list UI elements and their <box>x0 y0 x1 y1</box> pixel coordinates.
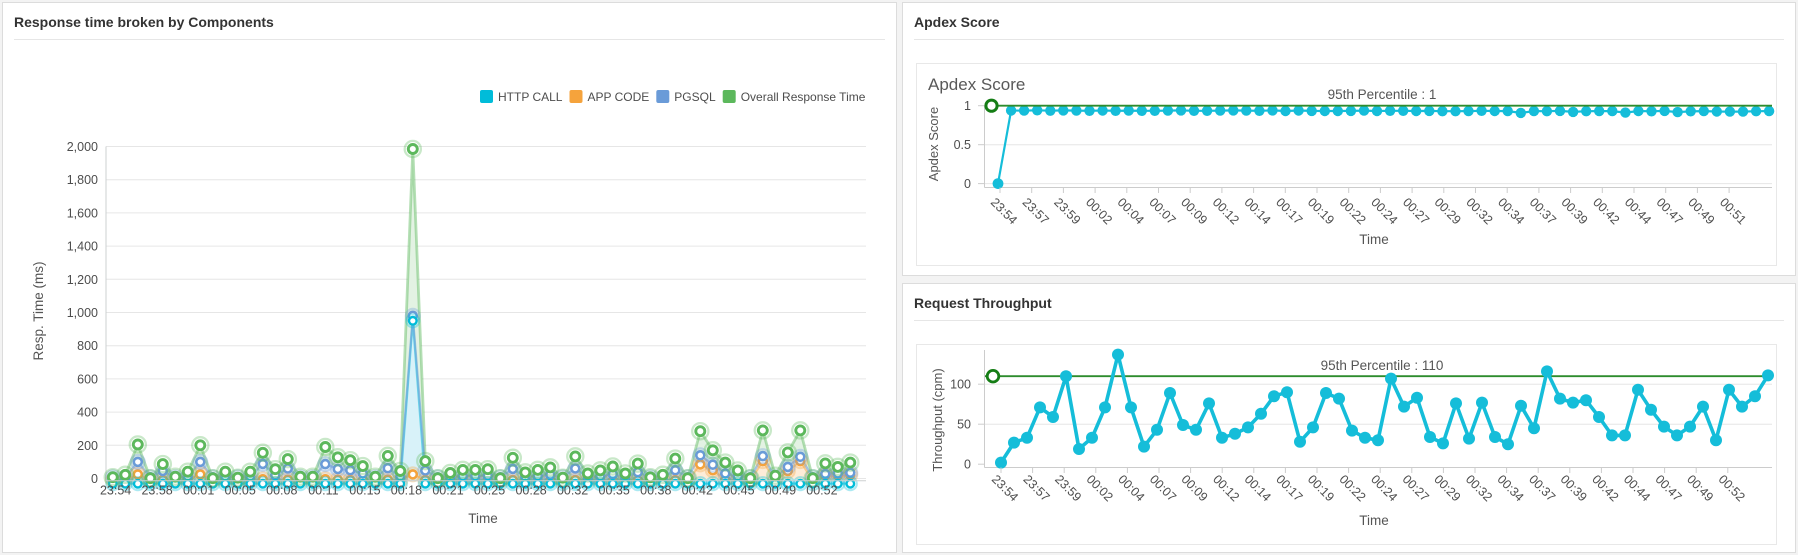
svg-text:100: 100 <box>950 378 971 392</box>
svg-text:Resp. Time (ms): Resp. Time (ms) <box>31 261 46 360</box>
svg-text:00:25: 00:25 <box>474 484 505 498</box>
svg-text:00:35: 00:35 <box>599 484 630 498</box>
svg-text:0: 0 <box>964 177 971 191</box>
svg-text:600: 600 <box>77 372 98 386</box>
svg-text:00:05: 00:05 <box>225 484 256 498</box>
svg-text:0.5: 0.5 <box>954 138 971 152</box>
svg-text:00:15: 00:15 <box>349 484 380 498</box>
svg-text:Time: Time <box>1359 232 1389 247</box>
svg-text:95th Percentile : 1: 95th Percentile : 1 <box>1328 87 1437 102</box>
svg-text:Apdex Score: Apdex Score <box>928 75 1025 94</box>
svg-text:00:45: 00:45 <box>723 484 754 498</box>
svg-text:00:01: 00:01 <box>183 484 214 498</box>
svg-text:0: 0 <box>964 458 971 472</box>
svg-text:00:28: 00:28 <box>515 484 546 498</box>
svg-text:Throughput (cpm): Throughput (cpm) <box>930 368 945 471</box>
svg-text:2,000: 2,000 <box>67 140 98 154</box>
svg-text:00:49: 00:49 <box>765 484 796 498</box>
svg-text:95th Percentile : 110: 95th Percentile : 110 <box>1321 358 1444 373</box>
svg-text:400: 400 <box>77 406 98 420</box>
svg-text:Overall Response Time: Overall Response Time <box>741 90 866 104</box>
svg-text:00:21: 00:21 <box>432 484 463 498</box>
svg-text:800: 800 <box>77 339 98 353</box>
svg-text:00:52: 00:52 <box>806 484 837 498</box>
svg-text:Time: Time <box>1359 513 1389 528</box>
svg-text:1,400: 1,400 <box>67 240 98 254</box>
svg-text:00:38: 00:38 <box>640 484 671 498</box>
svg-text:APP CODE: APP CODE <box>588 90 650 104</box>
svg-text:00:18: 00:18 <box>391 484 422 498</box>
svg-text:23:58: 23:58 <box>141 484 172 498</box>
svg-text:Time: Time <box>468 511 498 526</box>
svg-text:Apdex Score: Apdex Score <box>926 107 941 181</box>
svg-text:50: 50 <box>957 418 971 432</box>
svg-text:1,600: 1,600 <box>67 206 98 220</box>
svg-text:1,200: 1,200 <box>67 273 98 287</box>
svg-text:200: 200 <box>77 439 98 453</box>
svg-text:1,000: 1,000 <box>67 306 98 320</box>
svg-text:0: 0 <box>91 472 98 486</box>
svg-text:1: 1 <box>964 99 971 113</box>
svg-text:HTTP CALL: HTTP CALL <box>498 90 563 104</box>
svg-text:23:54: 23:54 <box>100 484 131 498</box>
svg-text:00:42: 00:42 <box>682 484 713 498</box>
svg-text:00:32: 00:32 <box>557 484 588 498</box>
svg-text:00:11: 00:11 <box>308 484 338 498</box>
svg-text:00:08: 00:08 <box>266 484 297 498</box>
svg-text:PGSQL: PGSQL <box>674 90 716 104</box>
svg-text:1,800: 1,800 <box>67 173 98 187</box>
